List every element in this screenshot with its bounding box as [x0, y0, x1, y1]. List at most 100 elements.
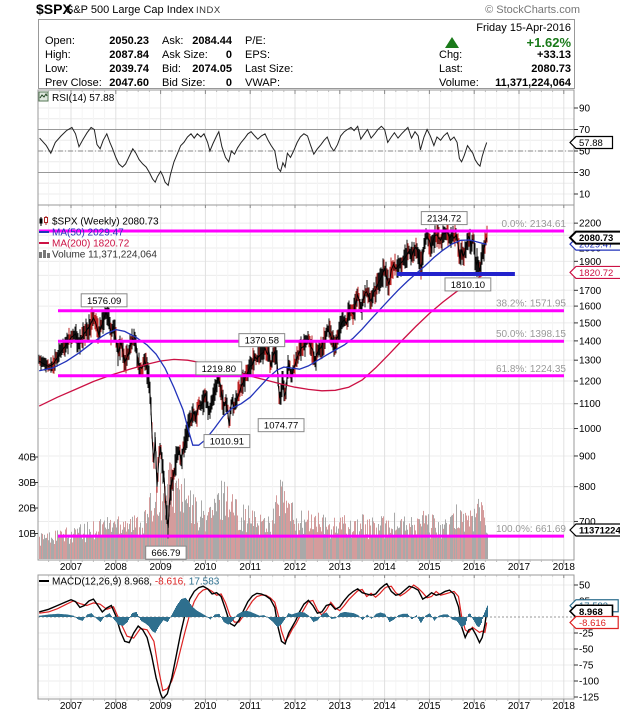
price-annotations: 2134.72 1810.10 1576.09 1370.58 1219.80 1074.… — [80, 211, 492, 560]
year-label: 2014 — [373, 562, 396, 573]
year-label: 2013 — [329, 562, 352, 573]
price-annotation-box — [257, 418, 305, 433]
svg-text:57.88: 57.88 — [579, 138, 603, 149]
ma50-legend: MA(50) 2029.47 — [52, 228, 124, 239]
axis-value-tag — [568, 604, 614, 619]
svg-text:11371224064: 11371224064 — [579, 526, 620, 537]
axis-value-tag — [569, 135, 614, 150]
volume-label: Volume: — [439, 77, 479, 89]
volume-axis-label: 10B — [18, 529, 36, 540]
price-axis-label: 1400 — [579, 336, 602, 347]
axis-value-tag — [568, 230, 620, 245]
year-label: 2010 — [194, 562, 217, 573]
rsi-line — [39, 125, 488, 187]
up-triangle-icon — [445, 37, 459, 48]
bid-label: Bid: — [162, 63, 181, 75]
macd-legend: MACD(12,26,9) 8.968, -8.616, 17.583 — [39, 577, 220, 588]
axis-value-tag — [569, 265, 620, 280]
volume-icon — [47, 253, 50, 258]
pe-label: P/E: — [245, 35, 266, 47]
price-axis-label: 1500 — [579, 318, 602, 329]
low-label: Low: — [45, 63, 69, 75]
svg-text:666.79: 666.79 — [151, 548, 180, 559]
fib-label: 50.0%: 1398.15 — [496, 329, 566, 340]
open-label: Open: — [45, 35, 75, 47]
year-label: 2009 — [149, 562, 172, 573]
last-label: Last: — [439, 63, 463, 75]
last-size-label: Last Size: — [245, 63, 294, 75]
price-axis-label: 1900 — [579, 257, 602, 268]
fib-retracement: 0.0%: 2134.61 38.2%: 1571.95 50.0%: 1398.1… — [39, 219, 566, 538]
index-name: S&P 500 Large Cap Index — [66, 4, 194, 16]
eps-label: EPS: — [245, 49, 271, 61]
macd-panel: 5025-25-50-75-100-125 — [37, 574, 599, 704]
macd-axis-label: -25 — [579, 629, 594, 640]
macd-axis-label: -125 — [579, 693, 599, 704]
price-annotation-box — [238, 333, 286, 348]
fib-label: 61.8%: 1224.35 — [496, 364, 566, 375]
rsi-axis-label: 30 — [579, 168, 591, 179]
macd-histogram — [39, 597, 488, 633]
price-annotation-box — [145, 545, 187, 560]
macd-signal-line — [39, 584, 488, 692]
year-label: 2012 — [284, 562, 307, 573]
chg-label: Chg: — [439, 49, 463, 61]
vwap-label: VWAP: — [245, 77, 281, 89]
year-label: 2016 — [463, 562, 486, 573]
svg-text:1576.09: 1576.09 — [87, 296, 121, 307]
price-series — [38, 221, 488, 539]
symbol: $SPX — [36, 1, 72, 17]
quote-date: Friday 15-Apr-2016 — [476, 22, 571, 34]
price-annotation-box — [80, 293, 128, 308]
year-label: 2015 — [418, 562, 441, 573]
svg-text:1370.58: 1370.58 — [245, 336, 279, 347]
year-axis-mid: 2007 2008 2009 2010 2011 2012 2013 2014 2015 2016… — [60, 562, 575, 573]
year-label: 2011 — [239, 701, 261, 712]
svg-text:8.968: 8.968 — [579, 607, 603, 618]
high-value: 2087.84 — [109, 49, 149, 61]
svg-text:1820.72: 1820.72 — [579, 268, 613, 279]
year-label: 2010 — [194, 701, 217, 712]
svg-text:-8.616: -8.616 — [579, 618, 606, 629]
ma200-line — [38, 271, 488, 407]
price-axis-label: 2200 — [579, 219, 602, 230]
low-value: 2039.74 — [109, 63, 149, 75]
rsi-panel: 90 70 50 30 10 57.88 — [37, 89, 614, 206]
year-label: 2009 — [149, 701, 172, 712]
svg-text:1219.80: 1219.80 — [202, 364, 236, 375]
ask-size-label: Ask Size: — [162, 49, 208, 61]
svg-text:2134.72: 2134.72 — [427, 214, 461, 225]
year-label: 2017 — [508, 701, 531, 712]
year-label: 2007 — [60, 562, 83, 573]
price-axis-label: 1100 — [579, 399, 601, 410]
year-label: 2013 — [329, 701, 352, 712]
price-legend-symbol: $SPX (Weekly) 2080.73 — [52, 217, 159, 228]
price-annotation-box — [444, 277, 492, 292]
volume-bars — [39, 462, 488, 559]
rsi-axis-label: 90 — [579, 104, 591, 115]
year-label: 2018 — [553, 562, 576, 573]
percent-change: +1.62% — [526, 35, 571, 50]
fib-label: 38.2%: 1571.95 — [496, 299, 566, 310]
svg-text:2029.47: 2029.47 — [579, 240, 613, 251]
svg-text:2080.73: 2080.73 — [579, 233, 613, 244]
volume-icon — [39, 252, 42, 258]
rsi-axis-label: 50 — [579, 147, 591, 158]
ma200-legend: MA(200) 1820.72 — [52, 239, 130, 250]
price-axis-label: 1000 — [579, 424, 602, 435]
price-axis-label: 700 — [579, 517, 596, 528]
year-label: 2011 — [239, 562, 261, 573]
price-axis-label: 1600 — [579, 302, 602, 313]
copyright: © StockCharts.com — [485, 4, 580, 16]
svg-text:1010.91: 1010.91 — [210, 437, 244, 448]
price-axis-label: 1300 — [579, 356, 602, 367]
price-close-line — [38, 231, 488, 528]
macd-axis-label: -50 — [579, 645, 594, 656]
year-label: 2018 — [553, 701, 576, 712]
svg-text:1074.77: 1074.77 — [264, 421, 298, 432]
price-annotation-box — [195, 361, 243, 376]
